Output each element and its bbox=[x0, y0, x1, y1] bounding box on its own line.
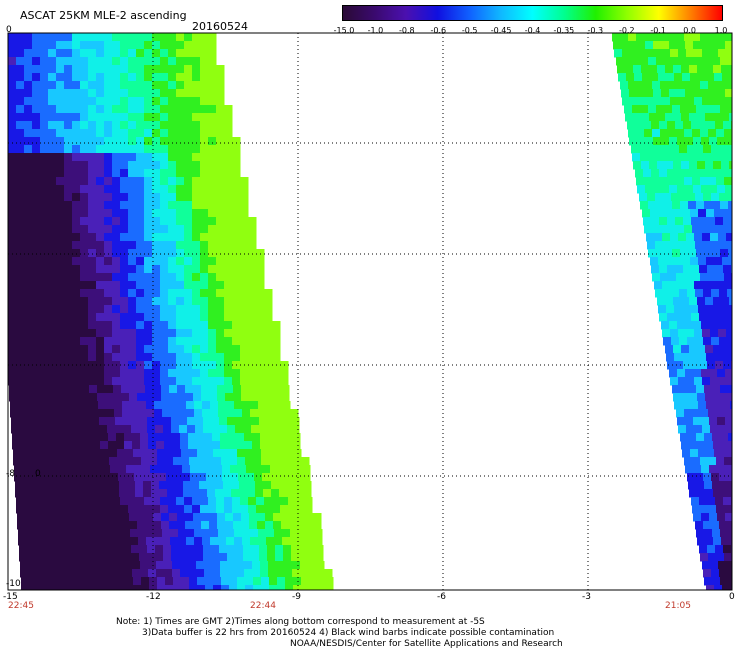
color-scale-label: -0.4 bbox=[524, 26, 541, 35]
x-tick-label: -3 bbox=[582, 592, 591, 602]
color-scale-bar bbox=[342, 5, 723, 21]
x-tick-label: -12 bbox=[146, 592, 161, 602]
color-scale-label: -0.45 bbox=[490, 26, 512, 35]
y-tick-label: -10 bbox=[6, 579, 21, 589]
product-title: ASCAT 25KM MLE-2 ascending bbox=[20, 9, 187, 22]
color-scale-label: -0.1 bbox=[650, 26, 666, 35]
time-left: 22:45 bbox=[8, 601, 34, 611]
satellite-swaths bbox=[8, 33, 732, 590]
note-line-2: 3)Data buffer is 22 hrs from 20160524 4)… bbox=[142, 628, 555, 638]
x-tick-label: -9 bbox=[292, 592, 301, 602]
color-scale-label: -0.5 bbox=[461, 26, 478, 35]
color-scale-label: -0.35 bbox=[553, 26, 575, 35]
color-scale-label: 1.0 bbox=[714, 26, 728, 35]
y-origin-label: 0 bbox=[35, 469, 41, 479]
note-line-3: NOAA/NESDIS/Center for Satellite Applica… bbox=[290, 639, 563, 649]
x-top-left-label: 0 bbox=[6, 25, 12, 35]
x-tick-label: 0 bbox=[729, 592, 735, 602]
color-scale-label: -15.0 bbox=[333, 26, 355, 35]
product-date: 20160524 bbox=[192, 20, 248, 33]
color-scale-label: -0.8 bbox=[399, 26, 415, 35]
color-scale-label: -0.2 bbox=[618, 26, 635, 35]
map-grid bbox=[8, 33, 732, 590]
color-scale-label: 0.0 bbox=[683, 26, 696, 35]
x-tick-label: -6 bbox=[437, 592, 446, 602]
y-tick-label: -8 bbox=[6, 469, 15, 479]
note-line-1: Note: 1) Times are GMT 2)Times along bot… bbox=[116, 617, 485, 627]
time-middle: 22:44 bbox=[250, 601, 276, 611]
plot-frame bbox=[7, 32, 733, 591]
time-right: 21:05 bbox=[665, 601, 691, 611]
x-left-label: -15 bbox=[3, 592, 18, 602]
color-scale-label: -1.0 bbox=[367, 26, 384, 35]
color-scale-label: -0.3 bbox=[587, 26, 604, 35]
color-scale-label: -0.6 bbox=[430, 26, 447, 35]
